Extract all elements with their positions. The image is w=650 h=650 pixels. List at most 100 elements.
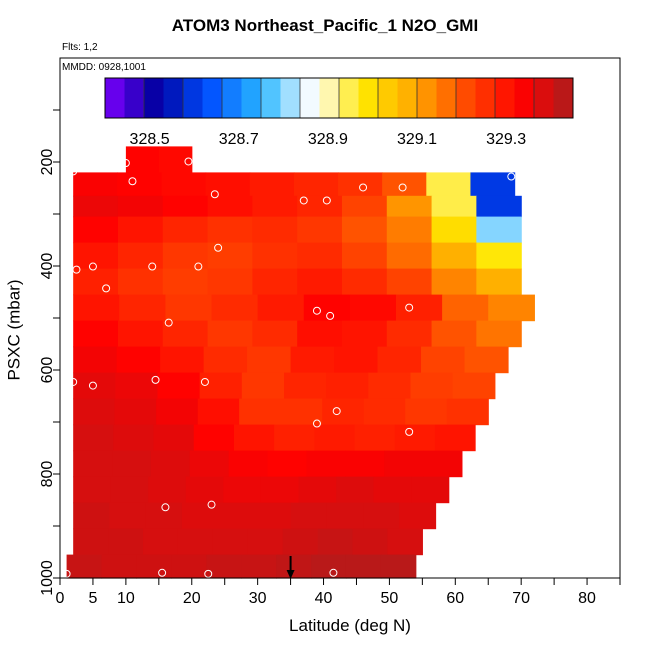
heatmap-cell bbox=[136, 554, 172, 579]
heatmap-cell bbox=[431, 242, 477, 270]
heatmap-cell bbox=[317, 528, 354, 556]
heatmap-cell bbox=[73, 424, 114, 452]
heatmap-cell bbox=[363, 398, 406, 426]
x-tick-label: 40 bbox=[315, 590, 333, 607]
heatmap-cell bbox=[73, 372, 116, 400]
x-tick-label: 80 bbox=[578, 590, 596, 607]
heatmap-cell bbox=[211, 294, 259, 322]
colorbar-swatch bbox=[514, 78, 535, 118]
heatmap-cell bbox=[311, 554, 347, 579]
x-tick-label: 50 bbox=[381, 590, 399, 607]
heatmap-cell bbox=[252, 268, 298, 296]
colorbar-tick-label: 328.9 bbox=[308, 131, 348, 148]
heatmap-cell bbox=[113, 424, 155, 452]
heatmap-cell bbox=[181, 502, 219, 530]
x-tick-label: 20 bbox=[183, 590, 201, 607]
heatmap-cell bbox=[297, 320, 343, 348]
heatmap-cell bbox=[252, 195, 298, 218]
heatmap-cell bbox=[345, 450, 385, 478]
colorbar-tick-label: 329.3 bbox=[486, 131, 526, 148]
heatmap-cell bbox=[212, 528, 249, 556]
heatmap-cell bbox=[386, 320, 433, 348]
colorbar-swatch bbox=[261, 78, 281, 118]
heatmap-cell bbox=[199, 372, 243, 400]
heatmap-cell bbox=[207, 216, 253, 244]
heatmap-cell bbox=[117, 195, 164, 218]
heatmap-cell bbox=[116, 346, 161, 374]
heatmap-cell bbox=[290, 502, 328, 530]
sample-point bbox=[72, 265, 81, 274]
heatmap-cell bbox=[189, 450, 230, 478]
colorbar-swatch bbox=[280, 78, 301, 118]
heatmap-cell bbox=[247, 528, 284, 556]
sample-point bbox=[312, 419, 321, 428]
heatmap-cell bbox=[476, 320, 522, 348]
heatmap-cell bbox=[293, 172, 339, 197]
colorbar-swatch bbox=[124, 78, 145, 118]
heatmap-cell bbox=[73, 320, 119, 348]
heatmap-cell bbox=[156, 398, 199, 426]
sample-point bbox=[161, 503, 170, 512]
heatmap-cell bbox=[341, 320, 388, 348]
heatmap-cell bbox=[336, 476, 375, 504]
x-axis-label: Latitude (deg N) bbox=[289, 616, 411, 635]
heatmap-cell bbox=[314, 424, 356, 452]
heatmap-cell bbox=[203, 346, 248, 374]
heatmap-cell bbox=[290, 346, 335, 374]
heatmap-cell bbox=[341, 268, 388, 296]
heatmap-cell bbox=[352, 528, 389, 556]
heatmap-cell bbox=[223, 476, 262, 504]
heatmap-cell bbox=[276, 554, 312, 579]
sample-point bbox=[405, 303, 414, 312]
colorbar-swatch bbox=[553, 78, 574, 118]
heatmap-cell bbox=[117, 320, 164, 348]
sample-point bbox=[184, 157, 193, 166]
heatmap-cell bbox=[160, 346, 205, 374]
heatmap-cell bbox=[153, 424, 195, 452]
heatmap-cell bbox=[284, 372, 327, 400]
heatmap-cell bbox=[377, 346, 422, 374]
chart-title: ATOM3 Northeast_Pacific_1 N2O_GMI bbox=[171, 16, 479, 35]
colorbar-swatch bbox=[475, 78, 496, 118]
x-tick-label: 30 bbox=[249, 590, 267, 607]
heatmap-cell bbox=[148, 476, 187, 504]
heatmap-cell bbox=[73, 398, 116, 426]
y-tick-label: 1000 bbox=[39, 560, 56, 596]
heatmap-cell bbox=[431, 216, 477, 244]
heatmap-cell bbox=[110, 476, 149, 504]
y-axis-label: PSXC (mbar) bbox=[4, 279, 23, 380]
sample-point bbox=[148, 262, 157, 271]
heatmap-cell bbox=[476, 195, 522, 218]
sample-points bbox=[62, 157, 516, 578]
colorbar-swatch bbox=[456, 78, 476, 118]
heatmap-cell bbox=[399, 502, 437, 530]
heatmap-cell bbox=[73, 476, 112, 504]
x-axis: 0 5 10 20 30 40 50 60 70 80 Latitude (deg N) bbox=[56, 578, 621, 635]
heatmap-cell bbox=[162, 216, 209, 244]
heatmap-cell bbox=[411, 476, 450, 504]
heatmap-cell bbox=[363, 502, 400, 530]
colorbar-tick-label: 328.5 bbox=[130, 131, 170, 148]
heatmap-cell bbox=[423, 450, 463, 478]
heatmap-cell bbox=[334, 346, 379, 374]
heatmap-cell bbox=[426, 172, 472, 197]
x-tick-label: 60 bbox=[446, 590, 464, 607]
sample-point bbox=[69, 167, 78, 176]
heatmap-cell bbox=[280, 398, 323, 426]
heatmap-cell bbox=[162, 268, 209, 296]
heatmap-cell bbox=[241, 372, 285, 400]
x-tick-label: 0 bbox=[56, 590, 65, 607]
colorbar-swatch bbox=[358, 78, 379, 118]
sample-point bbox=[128, 177, 137, 186]
heatmap-cell bbox=[73, 450, 113, 478]
heatmap-cell bbox=[112, 450, 152, 478]
heatmap-cell bbox=[162, 242, 209, 270]
heatmap-cell bbox=[73, 502, 111, 530]
heatmap-cell bbox=[326, 372, 369, 400]
colorbar-swatch bbox=[202, 78, 223, 118]
colorbar-swatch bbox=[222, 78, 242, 118]
heatmap-cell bbox=[108, 528, 144, 556]
heatmap-cell bbox=[145, 502, 183, 530]
heatmap-cell bbox=[119, 294, 167, 322]
heatmap-cell bbox=[115, 372, 159, 400]
